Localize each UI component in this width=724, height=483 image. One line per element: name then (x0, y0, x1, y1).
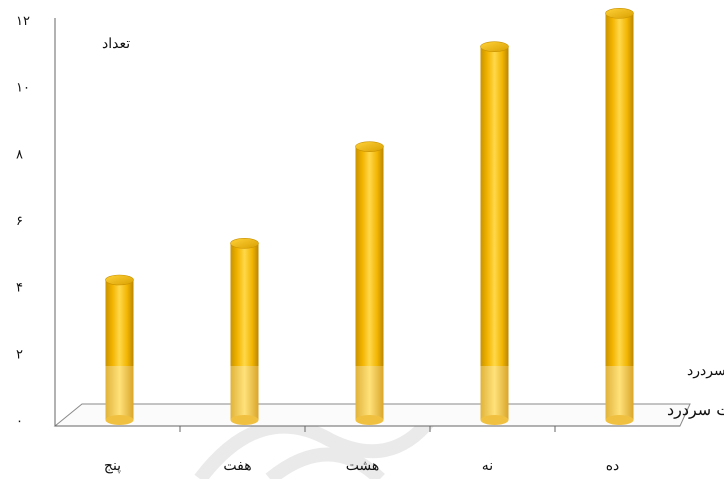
x-category-label: پنج (104, 458, 121, 474)
y-axis-title: تعداد (102, 36, 130, 52)
bar-top (355, 141, 384, 152)
bar-base (230, 415, 259, 425)
bar-lower-segment (605, 366, 634, 420)
bar-base (355, 415, 384, 425)
x-category-label: نه (482, 458, 493, 474)
bars-group (105, 8, 634, 425)
bar-body (605, 13, 634, 420)
x-axis-labels: پنج هفت هشت نه ده (104, 458, 619, 474)
bar-top (230, 238, 259, 249)
y-tick-label: ۲ (16, 347, 23, 362)
y-tick-label: ۴ (16, 281, 23, 296)
x-axis-title-secondary: شدت سردرد (667, 400, 724, 419)
bar-top (480, 41, 509, 52)
bar-top (105, 274, 134, 286)
y-tick-label: ۰ (16, 414, 23, 429)
bar-lower-segment (105, 366, 134, 420)
bar (605, 8, 634, 425)
x-category-label: هفت (223, 458, 251, 474)
y-tick-label: ۱۲ (16, 14, 30, 29)
bar (105, 274, 134, 425)
x-category-label: هشت (346, 458, 380, 474)
bar-base (105, 415, 134, 425)
bar-top (605, 8, 634, 19)
bar-lower-segment (480, 366, 509, 420)
bar (480, 41, 509, 425)
bar-lower-segment (230, 366, 259, 420)
watermark-ornament (194, 415, 436, 483)
y-axis-ticks: ۰ ۲ ۴ ۶ ۸ ۱۰ ۱۲ (16, 14, 30, 429)
x-category-label: ده (606, 458, 620, 474)
x-axis-ticks (179, 426, 556, 432)
y-tick-label: ۶ (16, 214, 23, 229)
bar-body (480, 46, 509, 421)
bar-base (605, 415, 634, 425)
bar (230, 238, 259, 425)
bar-base (480, 415, 509, 425)
y-tick-label: ۱۰ (16, 81, 30, 96)
y-tick-label: ۸ (16, 147, 23, 162)
bar (355, 141, 384, 425)
x-axis-title: شدت سردرد (687, 363, 724, 379)
bar-lower-segment (355, 366, 384, 420)
